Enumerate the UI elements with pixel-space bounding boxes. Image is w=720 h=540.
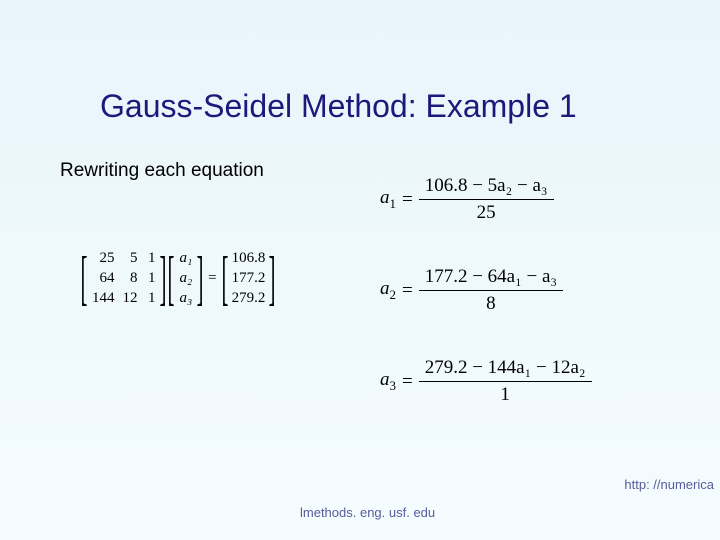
slide-title: Gauss-Seidel Method: Example 1 [100, 88, 700, 125]
right-bracket-A: ] [160, 248, 167, 308]
equation-a1: a1 = 106.8 − 5a₂ − a₃ 25 [380, 175, 592, 224]
equals-sign: = [208, 270, 216, 287]
slide-subtitle: Rewriting each equation [60, 160, 264, 182]
left-bracket-b: [ [221, 248, 228, 308]
left-bracket-x: [ [168, 248, 175, 308]
footer-url-center: lmethods. eng. usf. edu [300, 505, 435, 520]
rewritten-equations: a1 = 106.8 − 5a₂ − a₃ 25 a2 = 177.2 − 64… [380, 175, 592, 406]
right-bracket-b: ] [269, 248, 276, 308]
left-bracket-A: [ [80, 248, 87, 308]
equation-a2: a2 = 177.2 − 64a₁ − a₃ 8 [380, 266, 592, 315]
vector-x: a₁a₂a₃ [175, 248, 196, 308]
vector-b: 106.8177.2279.2 [229, 248, 269, 308]
matrix-col-2: 111 [141, 248, 159, 308]
footer-url-right: http: //numerica [624, 477, 714, 492]
matrix-col-1: 5812 [118, 248, 141, 308]
matrix-equation: [ 2564144 5812 111 ] [ a₁a₂a₃ ] = [ 106.… [80, 248, 276, 308]
equation-a3: a3 = 279.2 − 144a₁ − 12a₂ 1 [380, 357, 592, 406]
right-bracket-x: ] [197, 248, 204, 308]
matrix-col-0: 2564144 [88, 248, 119, 308]
